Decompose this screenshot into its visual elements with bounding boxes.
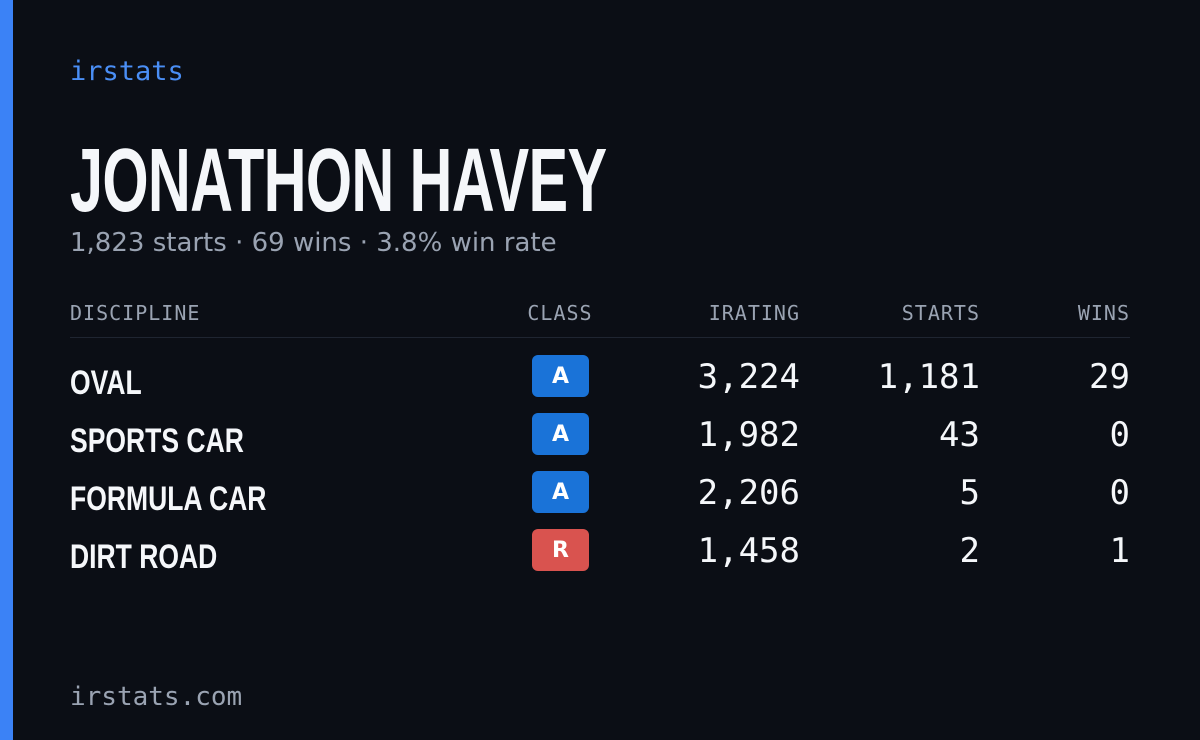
accent-stripe xyxy=(0,0,13,740)
summary: 1,823 starts · 69 wins · 3.8% win rate xyxy=(70,228,557,258)
stat-value: 2 xyxy=(959,531,980,571)
stat-value: 43 xyxy=(939,415,980,455)
discipline: SPORTS CAR xyxy=(70,422,244,460)
driver-name: JONATHON HAVEY xyxy=(70,131,607,231)
column-header: IRATING xyxy=(708,301,800,325)
class-badge: A xyxy=(532,471,589,513)
stat-value: 0 xyxy=(1109,473,1130,513)
stat-value: 29 xyxy=(1089,357,1130,397)
column-header: CLASS xyxy=(527,301,593,325)
stat-value: 1,181 xyxy=(877,357,980,397)
stat-value: 1,982 xyxy=(697,415,800,455)
column-header: STARTS xyxy=(901,301,980,325)
header-rule xyxy=(70,337,1130,338)
column-header: DISCIPLINE xyxy=(70,301,201,325)
stat-value: 1,458 xyxy=(697,531,800,571)
class-badge: R xyxy=(532,529,589,571)
stat-value: 5 xyxy=(959,473,980,513)
discipline: DIRT ROAD xyxy=(70,538,218,576)
class-badge: A xyxy=(532,355,589,397)
discipline: OVAL xyxy=(70,364,142,402)
stat-value: 2,206 xyxy=(697,473,800,513)
stat-value: 1 xyxy=(1109,531,1130,571)
footer-url: irstats.com xyxy=(70,682,243,712)
stat-value: 3,224 xyxy=(697,357,800,397)
discipline: FORMULA CAR xyxy=(70,480,267,518)
brand: irstats xyxy=(70,56,184,87)
stat-value: 0 xyxy=(1109,415,1130,455)
class-badge: A xyxy=(532,413,589,455)
column-header: WINS xyxy=(1077,301,1130,325)
